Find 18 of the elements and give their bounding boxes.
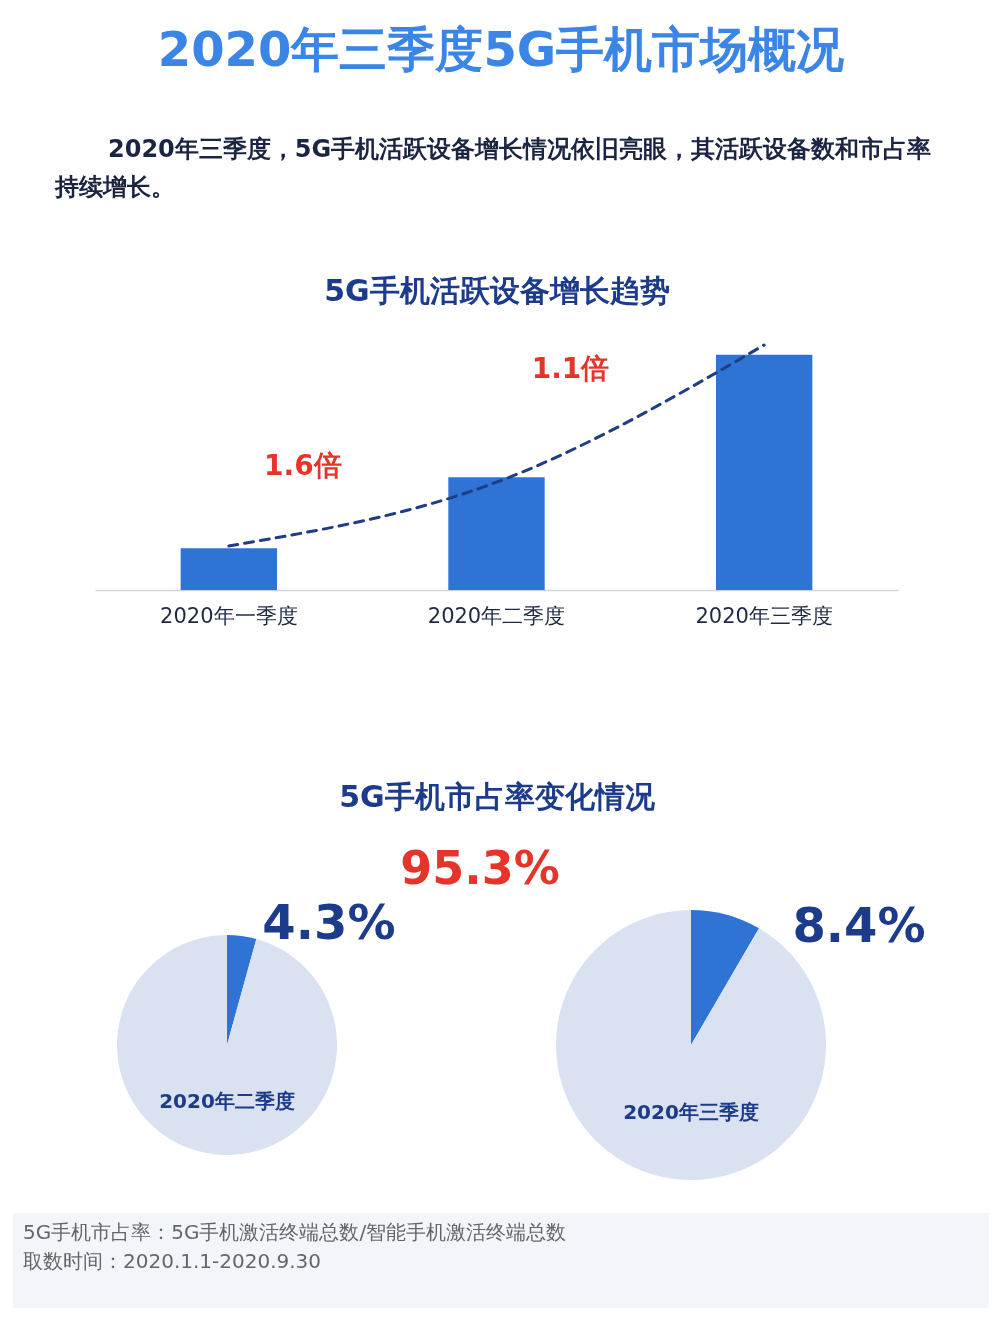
text: 2020年三季度5G手机市场概况 (157, 21, 845, 77)
text: 5G手机市占率变化情况 (339, 779, 656, 814)
data-label: 8.4% (792, 897, 926, 954)
x-tick-label: 2020年一季度 (160, 603, 298, 628)
text: 2020年三季度，5G手机活跃设备增长情况依旧亮眼，其活跃设备数和市占率持续增长。 (54, 135, 932, 201)
chart-title: 5G手机活跃设备增长趋势 (324, 273, 670, 308)
text: 5G手机市占率：5G手机激活终端总数/智能手机激活终端总数 (23, 1220, 567, 1244)
pie-slice (227, 935, 257, 1045)
annotation: 1.6倍 (264, 448, 342, 482)
text: 95.3% (400, 841, 560, 895)
x-tick-label: 2020年三季度 (695, 603, 833, 628)
text: 2020年二季度 (159, 1089, 295, 1114)
text: 2020年三季度 (623, 1099, 759, 1124)
x-tick-label: 2020年二季度 (427, 603, 566, 628)
pie-slice (691, 910, 759, 1045)
text: 取数时间：2020.1.1-2020.9.30 (23, 1249, 322, 1273)
annotation: 1.1倍 (531, 352, 610, 386)
data-label: 4.3% (262, 893, 396, 950)
